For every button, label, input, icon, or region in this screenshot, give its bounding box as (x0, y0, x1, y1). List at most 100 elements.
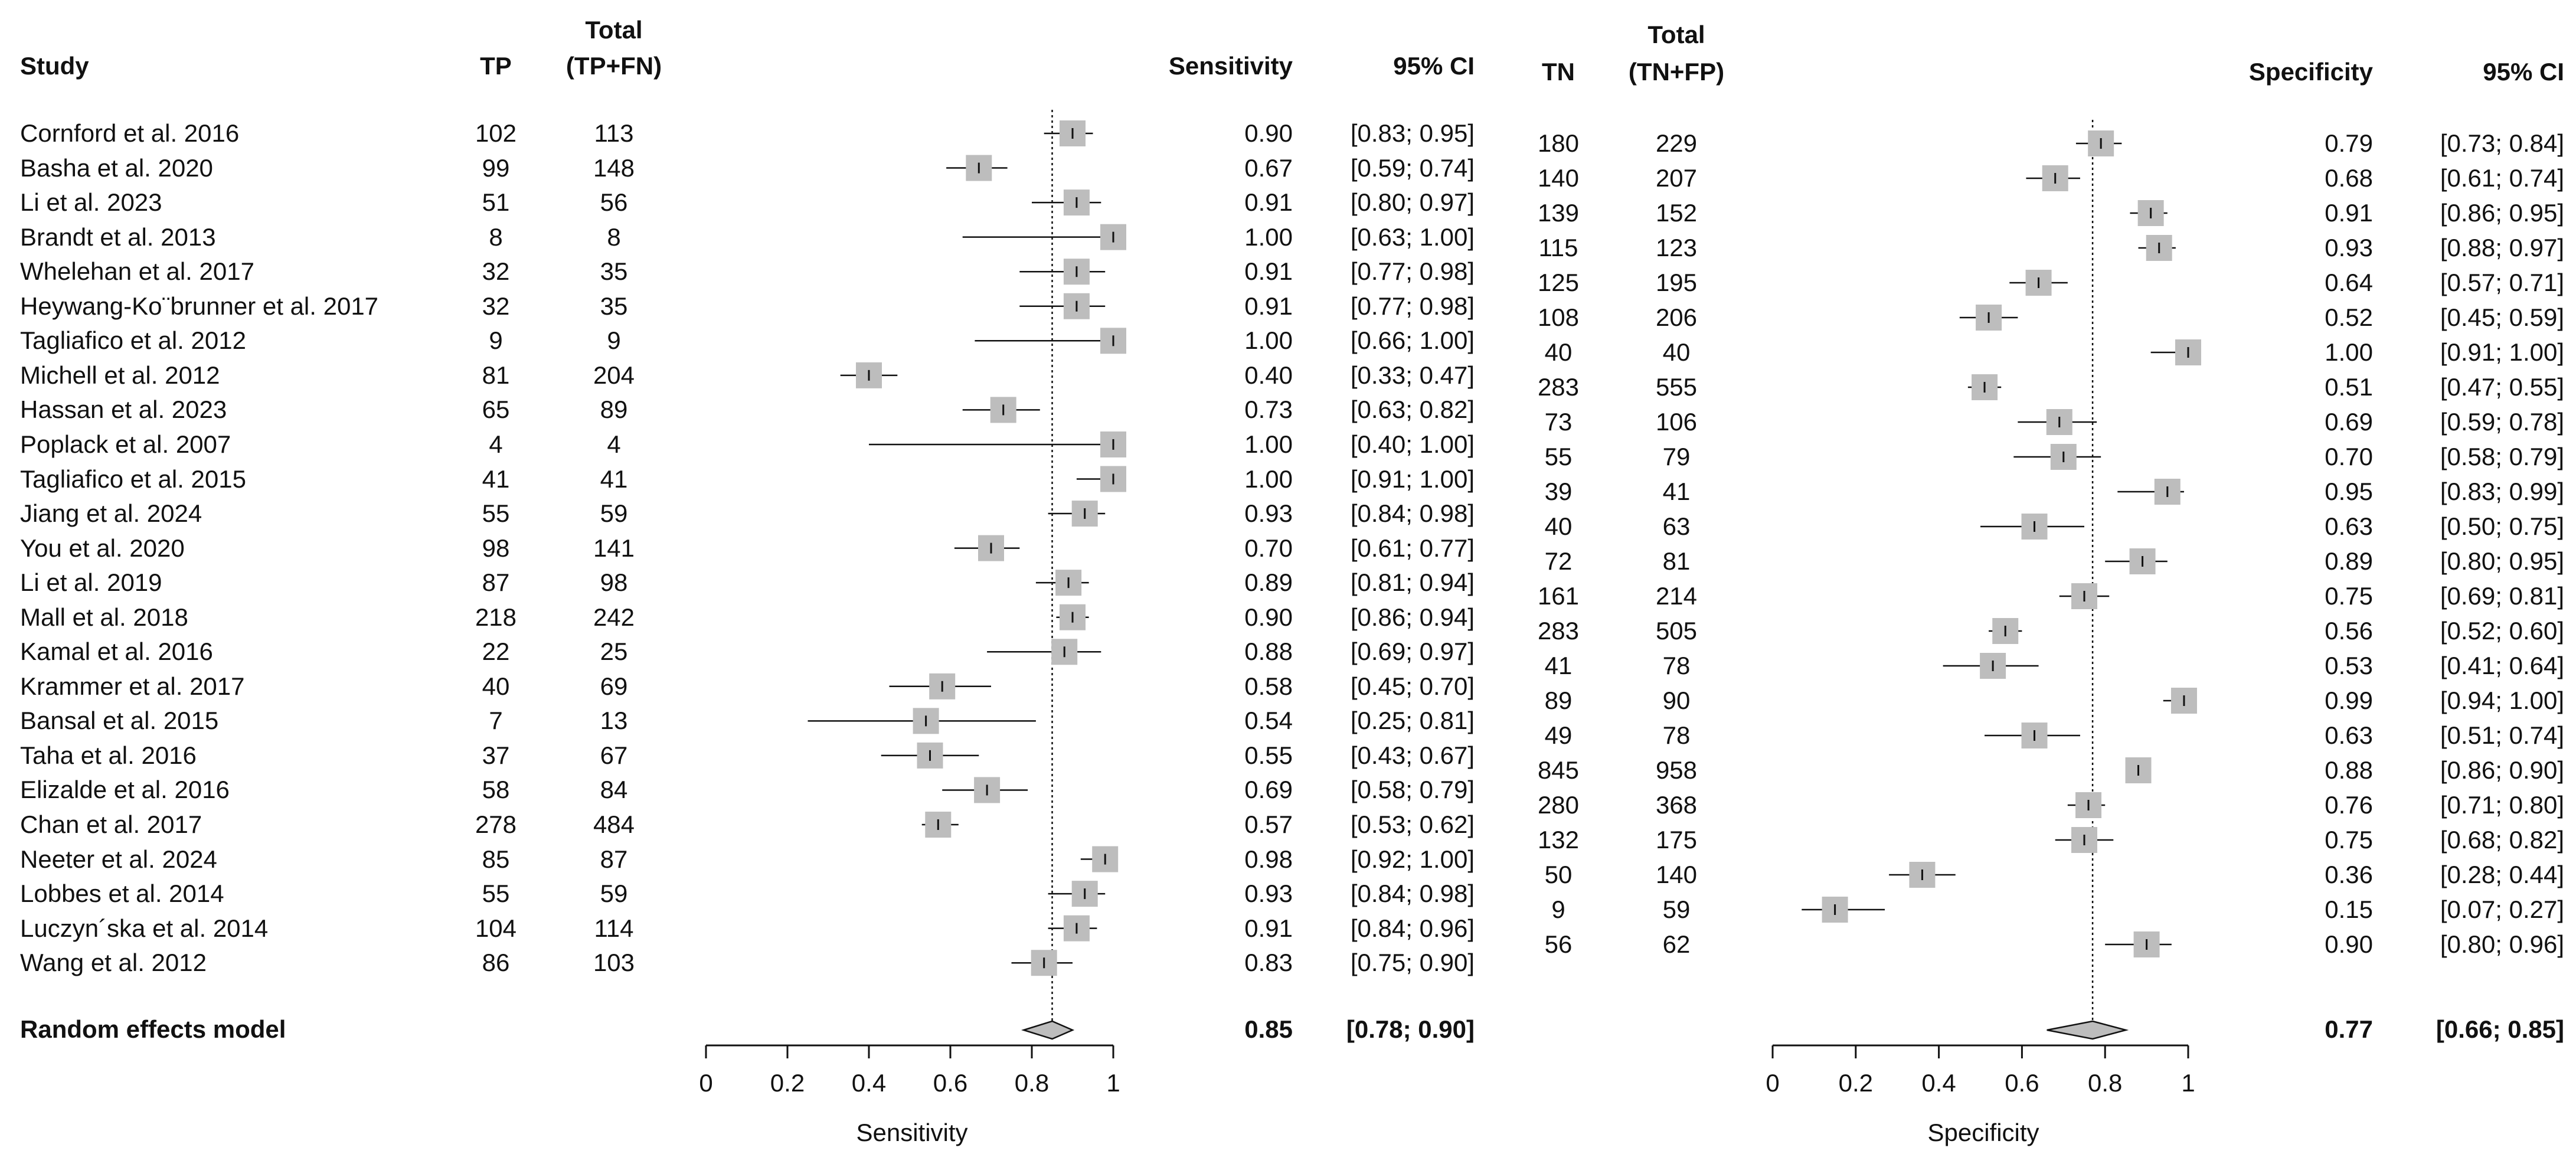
study-name: Hassan et al. 2023 (20, 395, 227, 424)
sensitivity-estimate: 0.93 (1244, 880, 1293, 908)
sensitivity-estimate: 0.58 (1244, 672, 1293, 700)
total-value: 103 (593, 949, 635, 977)
total-value: 35 (600, 292, 628, 320)
study-name: Tagliafico et al. 2015 (20, 465, 246, 493)
sensitivity-estimate: 0.93 (1244, 499, 1293, 528)
study-name: Michell et al. 2012 (20, 361, 220, 389)
header-total-tn-fp-line1: Total (1647, 21, 1705, 48)
sensitivity-study-mark-11 (1048, 501, 1106, 527)
sensitivity-study-mark-24 (1011, 950, 1073, 976)
tp-value: 55 (482, 499, 510, 528)
specificity-ci-text: [0.52; 0.60] (2440, 617, 2564, 645)
total-value: 63 (1662, 512, 1691, 540)
study-name: Jiang et al. 2024 (20, 499, 202, 528)
total-value: 505 (1655, 617, 1698, 645)
total-value: 35 (600, 257, 628, 286)
sensitivity-ci-text: [0.53; 0.62] (1350, 810, 1475, 838)
sensitivity-ci-text: [0.86; 0.94] (1350, 603, 1475, 631)
pooled-specificity-estimate: 0.77 (2325, 1015, 2373, 1043)
specificity-estimate: 0.64 (2325, 269, 2373, 296)
sensitivity-estimate: 0.55 (1244, 741, 1293, 769)
pooled-sensitivity-ci: [0.78; 0.90] (1346, 1015, 1475, 1043)
specificity-estimate: 0.90 (2325, 930, 2373, 958)
sensitivity-estimate: 0.73 (1244, 395, 1293, 424)
total-value: 368 (1655, 791, 1698, 819)
pooled-sensitivity-estimate: 0.85 (1244, 1015, 1293, 1043)
specificity-ci-text: [0.28; 0.44] (2440, 861, 2564, 888)
tp-value: 41 (482, 465, 510, 493)
study-name: You et al. 2020 (20, 534, 185, 562)
sensitivity-tick-label-0: 0 (699, 1069, 712, 1097)
total-value: 41 (1662, 478, 1691, 505)
specificity-estimate: 0.99 (2325, 687, 2373, 714)
tn-value: 55 (1544, 443, 1573, 470)
specificity-ci-text: [0.91; 1.00] (2440, 338, 2564, 366)
total-value: 4 (607, 430, 621, 458)
sensitivity-estimate: 1.00 (1244, 465, 1293, 493)
tn-value: 40 (1544, 512, 1573, 540)
sensitivity-ci-text: [0.75; 0.90] (1350, 949, 1475, 977)
tn-value: 115 (1538, 234, 1578, 261)
total-value: 8 (607, 223, 621, 251)
specificity-study-mark-8 (2018, 409, 2097, 435)
tp-value: 218 (475, 603, 517, 631)
tp-value: 278 (475, 810, 517, 838)
specificity-study-mark-15 (1943, 653, 2039, 679)
specificity-estimate: 0.63 (2325, 512, 2373, 540)
sensitivity-tick-label-1: 0.2 (770, 1069, 805, 1097)
sensitivity-tick-label-5: 1 (1106, 1069, 1120, 1097)
header-total-tp-fn-line2: (TP+FN) (565, 52, 662, 80)
specificity-pooled-diamond (2047, 1020, 2129, 1040)
sensitivity-tick-label-3: 0.6 (933, 1069, 967, 1097)
study-name: Luczyn´ska et al. 2014 (20, 914, 269, 942)
specificity-study-mark-13 (2059, 583, 2110, 609)
specificity-study-mark-2 (2130, 200, 2168, 226)
specificity-estimate: 0.88 (2325, 756, 2373, 784)
total-value: 79 (1662, 443, 1691, 470)
sensitivity-estimate: 0.67 (1244, 153, 1293, 182)
header-specificity-ci: 95% CI (2483, 58, 2564, 86)
sensitivity-study-mark-1 (946, 155, 1008, 181)
total-value: 56 (600, 188, 628, 217)
header-study: Study (20, 52, 89, 80)
sensitivity-estimate: 0.89 (1244, 568, 1293, 597)
study-name: Poplack et al. 2007 (20, 430, 231, 458)
study-name: Tagliafico et al. 2012 (20, 326, 246, 355)
sensitivity-study-mark-21 (1080, 846, 1119, 872)
tp-value: 32 (482, 292, 510, 320)
tp-value: 51 (482, 188, 510, 217)
specificity-ci-text: [0.86; 0.95] (2440, 199, 2564, 227)
tp-value: 102 (475, 119, 517, 147)
sensitivity-study-mark-0 (1044, 120, 1093, 146)
pooled-label: Random effects model (20, 1015, 286, 1043)
specificity-ci-text: [0.88; 0.97] (2440, 234, 2564, 261)
specificity-estimate: 0.79 (2325, 129, 2373, 157)
total-value: 106 (1655, 408, 1698, 436)
specificity-ci-text: [0.86; 0.90] (2440, 756, 2564, 784)
sensitivity-study-mark-9 (869, 431, 1126, 457)
sensitivity-study-mark-10 (1076, 466, 1126, 492)
specificity-ci-text: [0.71; 0.80] (2440, 791, 2564, 819)
specificity-tick-label-0: 0 (1766, 1069, 1779, 1097)
total-value: 206 (1655, 303, 1698, 331)
specificity-study-mark-20 (2055, 827, 2114, 853)
sensitivity-study-mark-14 (1056, 604, 1089, 630)
total-value: 13 (600, 707, 628, 735)
sensitivity-estimate: 0.40 (1244, 361, 1293, 389)
tn-value: 283 (1537, 617, 1580, 645)
sensitivity-study-mark-5 (1019, 293, 1106, 319)
specificity-ci-text: [0.73; 0.84] (2440, 129, 2564, 157)
total-value: 41 (600, 465, 628, 493)
specificity-ci-text: [0.69; 0.81] (2440, 582, 2564, 610)
sensitivity-estimate: 0.70 (1244, 534, 1293, 562)
total-value: 242 (593, 603, 635, 631)
total-value: 141 (593, 534, 635, 562)
specificity-study-mark-22 (1802, 897, 1885, 923)
sensitivity-ci-text: [0.59; 0.74] (1350, 153, 1475, 182)
tp-value: 81 (482, 361, 510, 389)
header-total-tp-fn-line1: Total (585, 16, 643, 44)
sensitivity-estimate: 0.69 (1244, 776, 1293, 804)
specificity-estimate: 0.75 (2325, 826, 2373, 854)
